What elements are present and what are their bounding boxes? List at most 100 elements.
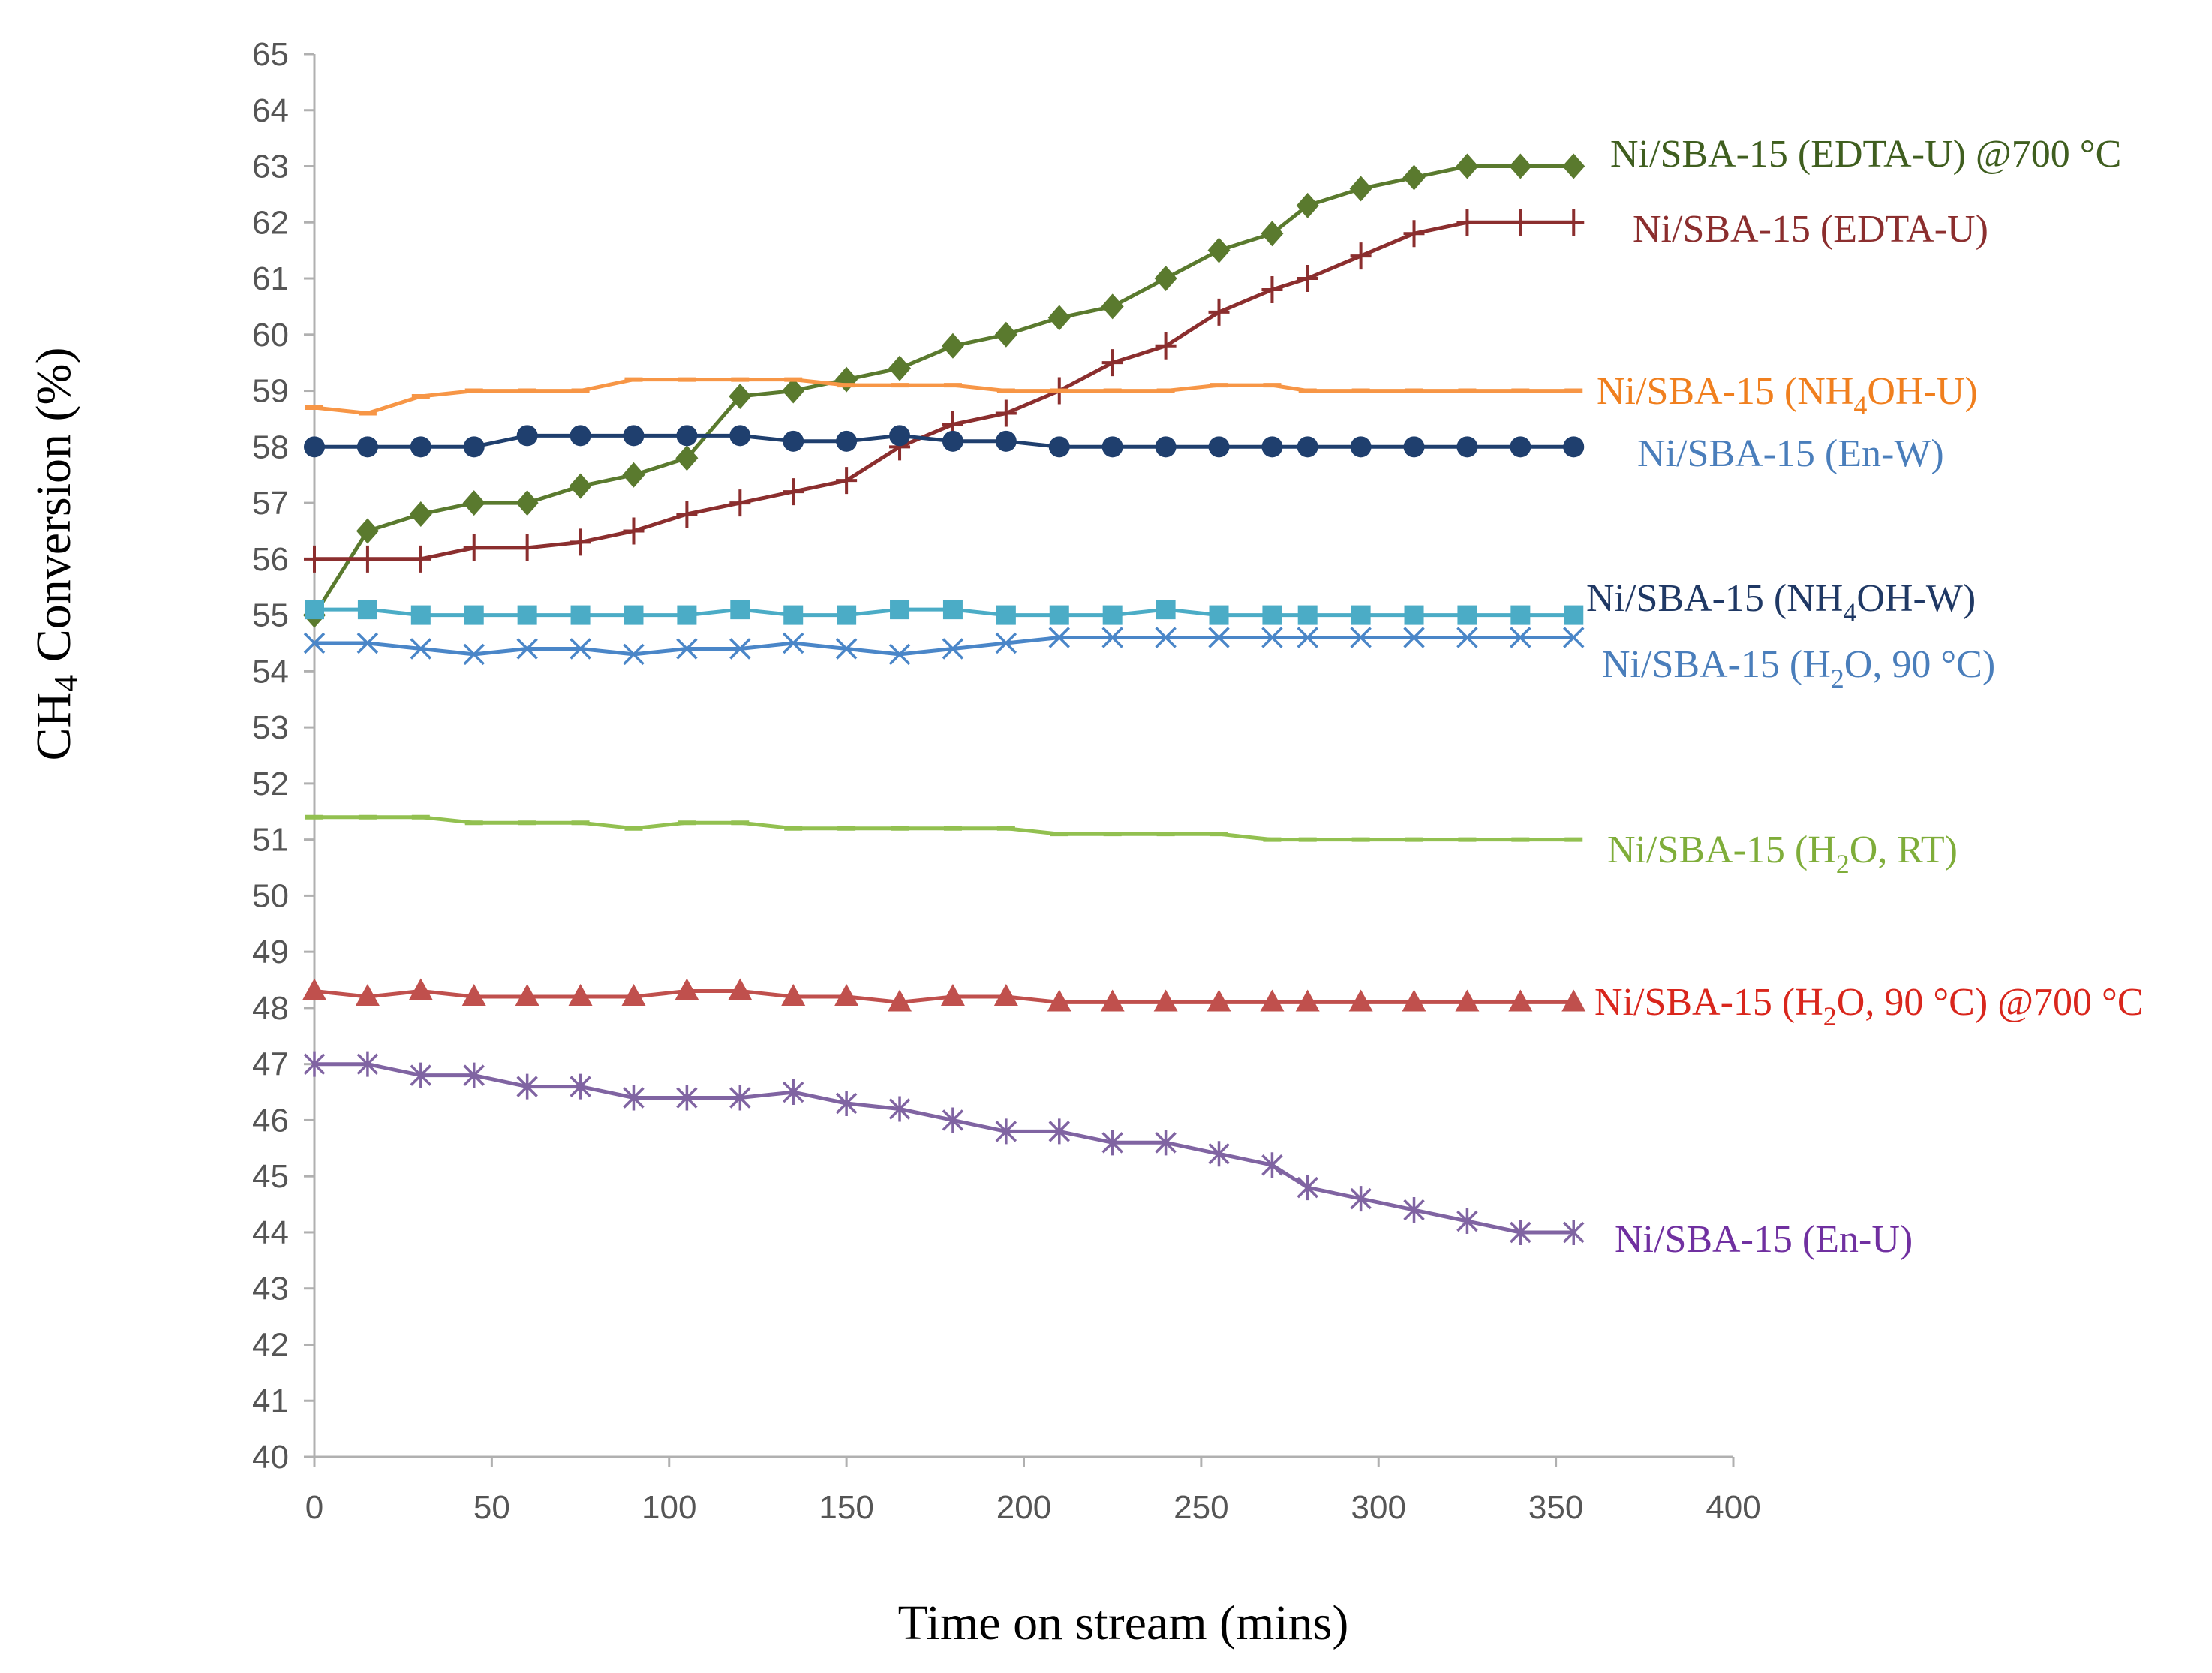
- data-point: [677, 605, 697, 625]
- data-point: [993, 983, 1018, 1006]
- data-point: [463, 1062, 485, 1088]
- series-label-subscript: 2: [1836, 849, 1850, 879]
- series-label-text: Ni/SBA-15 (H: [1607, 829, 1836, 871]
- data-point: [303, 1051, 326, 1077]
- data-point: [781, 983, 806, 1006]
- y-axis-title-main: CH: [26, 692, 81, 761]
- data-point: [1048, 627, 1071, 648]
- y-tick-label: 62: [252, 204, 289, 241]
- series-label-text: Ni/SBA-15 (En-W): [1637, 432, 1944, 475]
- series-layer: [302, 153, 1586, 1245]
- data-point: [1455, 989, 1480, 1012]
- data-point: [730, 600, 750, 620]
- data-point: [1563, 1219, 1585, 1245]
- data-point: [782, 632, 804, 654]
- data-point: [570, 425, 591, 447]
- series-line: [314, 1062, 1574, 1235]
- data-point: [357, 600, 377, 620]
- data-point: [1403, 627, 1425, 648]
- series-7: [305, 814, 1583, 842]
- data-point: [303, 632, 326, 654]
- data-point: [1510, 1219, 1531, 1245]
- data-point: [1048, 1118, 1071, 1145]
- series-label-subscript: 4: [1843, 597, 1856, 627]
- data-point: [890, 600, 910, 620]
- data-point: [517, 605, 537, 625]
- data-point: [1101, 436, 1123, 458]
- data-point: [621, 983, 646, 1006]
- data-point: [1101, 293, 1124, 320]
- series-8: [302, 978, 1586, 1012]
- data-point: [462, 490, 485, 516]
- data-point: [623, 425, 645, 447]
- data-point: [996, 605, 1016, 625]
- y-tick-label: 63: [252, 149, 289, 185]
- y-tick-label: 65: [252, 36, 289, 73]
- data-point: [1564, 605, 1584, 625]
- data-point: [1457, 605, 1477, 625]
- data-point: [782, 1079, 804, 1106]
- data-point: [942, 600, 963, 620]
- data-point: [1510, 605, 1531, 625]
- data-point: [1261, 1152, 1283, 1178]
- data-point: [837, 605, 857, 625]
- series-9: [303, 1051, 1585, 1245]
- y-tick-label: 41: [252, 1383, 289, 1419]
- data-point: [995, 1118, 1017, 1145]
- y-tick-label: 57: [252, 485, 289, 522]
- data-point: [1403, 436, 1425, 458]
- series-label: Ni/SBA-15 (EDTA-U): [1633, 208, 1988, 251]
- data-point: [888, 1096, 911, 1122]
- data-point: [942, 1107, 964, 1133]
- data-point: [570, 528, 591, 556]
- data-point: [1295, 989, 1320, 1012]
- x-tick-label: 300: [1351, 1489, 1406, 1526]
- data-point: [304, 436, 325, 458]
- data-point: [569, 473, 592, 499]
- series-4: [304, 425, 1585, 458]
- data-point: [1510, 627, 1531, 648]
- x-tick-label: 50: [473, 1489, 510, 1526]
- data-point: [623, 1085, 645, 1111]
- data-point: [302, 978, 326, 1000]
- series-label: Ni/SBA-15 (En-W): [1637, 432, 1944, 475]
- data-point: [1350, 1186, 1372, 1212]
- series-label-text: OH-W): [1856, 577, 1976, 620]
- data-point: [356, 545, 378, 573]
- data-point: [1402, 164, 1426, 191]
- y-tick-label: 50: [252, 877, 289, 914]
- data-point: [570, 638, 591, 660]
- data-point: [729, 1085, 751, 1111]
- data-point: [836, 467, 858, 495]
- data-point: [1456, 153, 1479, 179]
- data-point: [835, 1091, 858, 1117]
- data-point: [464, 605, 484, 625]
- series-label: Ni/SBA-15 (H2O, 90 °C) @700 °C: [1594, 981, 2144, 1031]
- y-tick-label: 58: [252, 429, 289, 465]
- data-point: [1208, 436, 1230, 458]
- data-point: [516, 638, 538, 660]
- y-tick-label: 40: [252, 1439, 289, 1476]
- data-point: [1297, 627, 1318, 648]
- series-label-text: Ni/SBA-15 (H: [1602, 643, 1831, 686]
- data-point: [675, 978, 699, 1000]
- data-point: [1351, 605, 1371, 625]
- data-point: [1510, 209, 1531, 236]
- series-label-text: O, 90 °C) @700 °C: [1837, 981, 2144, 1024]
- y-tick-label: 45: [252, 1158, 289, 1195]
- data-point: [729, 638, 751, 660]
- data-point: [1208, 627, 1230, 648]
- data-point: [1349, 176, 1372, 202]
- series-3: [305, 377, 1583, 416]
- y-axis-title-subscript: 4: [47, 675, 85, 692]
- data-point: [1297, 265, 1318, 293]
- data-point: [356, 518, 379, 544]
- data-point: [941, 332, 964, 359]
- y-axis-title-rest: Conversion (%): [26, 348, 81, 675]
- data-point: [835, 366, 858, 393]
- data-point: [942, 638, 964, 660]
- data-point: [410, 1062, 432, 1088]
- series-6: [303, 627, 1585, 666]
- series-label-text: Ni/SBA-15 (NH: [1597, 370, 1853, 413]
- data-point: [783, 605, 804, 625]
